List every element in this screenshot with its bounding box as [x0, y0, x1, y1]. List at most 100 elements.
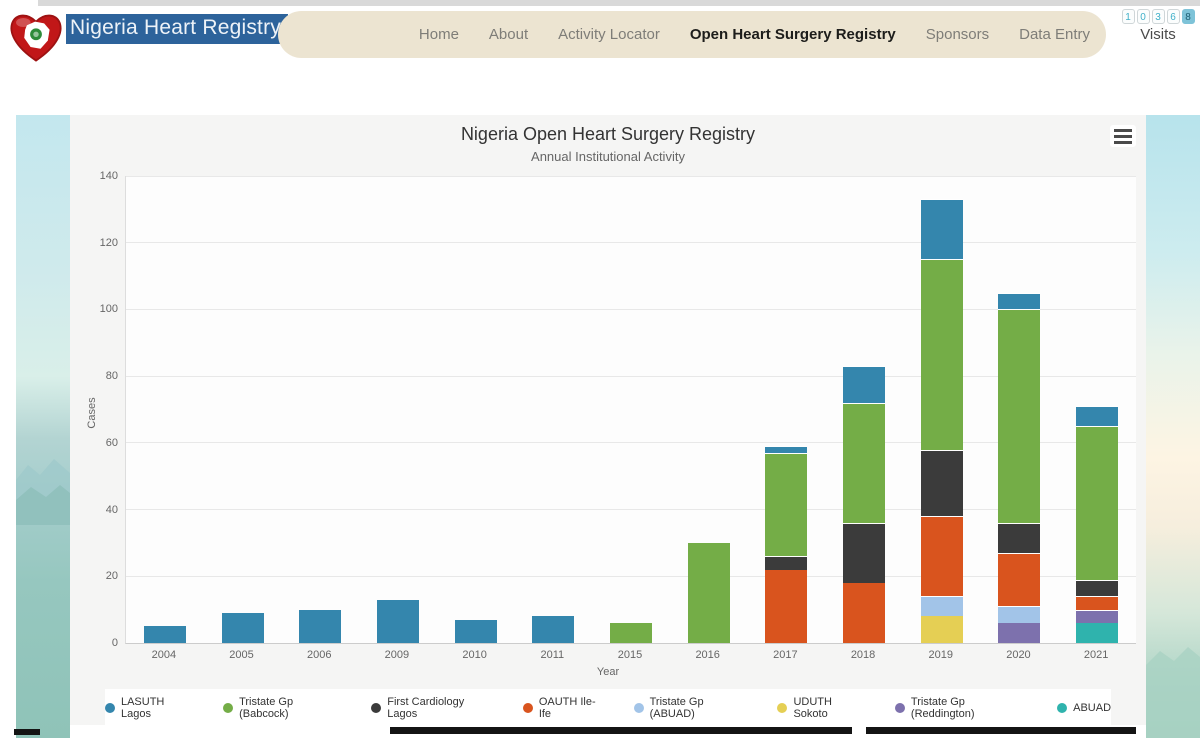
bar-segment: [610, 623, 652, 643]
legend-dot: [633, 703, 644, 713]
visit-digit: 0: [1136, 9, 1150, 24]
background-landscape-right: [1146, 115, 1200, 738]
mountain-silhouette: [16, 459, 70, 525]
bar-segment: [532, 616, 575, 643]
bar-segment: [920, 616, 963, 643]
x-tick-label: 2004: [151, 649, 177, 661]
chart-title: Nigeria Open Heart Surgery Registry: [460, 124, 756, 144]
visit-counter-label: Visits: [1140, 26, 1176, 43]
x-tick-label: 2009: [384, 649, 410, 661]
y-tick-label: 80: [105, 370, 118, 383]
legend-label: ABUAD: [1073, 702, 1112, 714]
bar-segment: [765, 446, 808, 453]
gridline: [126, 242, 1136, 244]
mountain-silhouette: [1146, 647, 1200, 738]
bar-segment: [765, 452, 808, 557]
bar-segment: [376, 599, 419, 643]
nav-item-open-heart-surgery-registry[interactable]: Open Heart Surgery Registry: [689, 26, 896, 43]
chart-subtitle: Annual Institutional Activity: [531, 149, 685, 164]
y-tick-label: 120: [99, 236, 118, 249]
nav-item-home[interactable]: Home: [418, 26, 459, 43]
bar-segment: [920, 259, 963, 450]
legend-dot: [371, 703, 382, 713]
nav-item-data-entry[interactable]: Data Entry: [1019, 26, 1090, 43]
bar-segment: [1076, 426, 1119, 580]
y-tick-label: 0: [111, 637, 118, 649]
bar-segment: [920, 449, 963, 517]
bottom-bar-right: [866, 727, 1136, 734]
y-tick-label: 40: [105, 503, 118, 516]
gridline: [126, 375, 1136, 377]
x-tick-label: 2005: [229, 649, 254, 661]
x-tick-label: 2018: [850, 649, 876, 661]
legend-item-first-cardiology-lagos[interactable]: First Cardiology Lagos: [371, 696, 497, 720]
legend-item-tristate-gp-abuad-[interactable]: Tristate Gp (ABUAD): [633, 696, 752, 720]
y-tick-label: 20: [105, 570, 118, 583]
visit-digit: 6: [1166, 9, 1180, 24]
legend-label: Tristate Gp (ABUAD): [649, 696, 704, 720]
bar-segment: [1076, 579, 1119, 597]
legend-item-oauth-ile-ife[interactable]: OAUTH Ile-Ife: [522, 696, 608, 720]
bar-segment: [1076, 609, 1119, 623]
visit-digit: 1: [1121, 9, 1135, 24]
legend-item-abuad[interactable]: ABUAD: [1057, 702, 1111, 714]
legend-dot: [777, 703, 788, 713]
chart-legend: LASUTH Lagos Tristate Gp (Babcock) First C…: [105, 689, 1111, 727]
nav-item-about[interactable]: About: [488, 26, 529, 43]
plot-area: 0 20 40 60 80 100 120 140: [100, 170, 1136, 649]
bar-segment: [1076, 406, 1119, 427]
bar-segment: [765, 556, 808, 570]
site-header: Nigeria Heart Registry Home About Activity…: [0, 6, 1200, 112]
nav-item-activity-locator[interactable]: Activity Locator: [558, 26, 660, 43]
bar-segment: [843, 522, 886, 583]
bar-segment: [920, 596, 963, 617]
y-tick-label: 140: [99, 170, 118, 182]
bar-segment: [843, 366, 886, 403]
legend-label: Tristate Gp (Babcock): [239, 696, 294, 720]
bottom-bar-left: [14, 729, 40, 735]
legend-dot: [223, 703, 234, 713]
x-axis: 2004 2005 2006 2009 2010 2011 2015 2016 2017 2018…: [125, 649, 1135, 663]
bar-segment: [920, 516, 963, 597]
bar-segment: [687, 542, 730, 643]
y-tick-label: 60: [105, 436, 118, 449]
bar-segment: [454, 619, 497, 643]
site-title[interactable]: Nigeria Heart Registry: [66, 14, 288, 44]
legend-item-tristate-gp-babcock-[interactable]: Tristate Gp (Babcock): [223, 696, 345, 720]
x-tick-label: 2020: [1006, 649, 1031, 661]
x-tick-label: 2015: [617, 649, 643, 661]
legend-item-tristate-gp-reddington-[interactable]: Tristate Gp (Reddington): [894, 696, 1031, 720]
y-tick-label: 100: [99, 303, 118, 316]
chart-menu-icon[interactable]: [1110, 125, 1136, 147]
bar-segment: [998, 606, 1041, 623]
bar-segment: [843, 402, 886, 523]
nav-item-sponsors[interactable]: Sponsors: [925, 26, 990, 43]
bar-segment: [998, 552, 1041, 607]
gridline: [126, 308, 1136, 310]
bar-segment: [765, 569, 808, 643]
legend-dot: [894, 703, 905, 713]
background-landscape-left: [16, 115, 70, 738]
x-tick-label: 2021: [1083, 649, 1109, 661]
gridline: [126, 575, 1136, 577]
legend-dot: [1057, 703, 1068, 713]
bar-segment: [843, 582, 886, 643]
x-axis-title: Year: [596, 666, 620, 678]
browser-edge-strip: [38, 0, 1200, 6]
heart-registry-logo[interactable]: [7, 8, 65, 66]
gridline: [126, 509, 1136, 511]
legend-label: LASUTH Lagos: [120, 696, 165, 720]
bar-segment: [299, 609, 342, 643]
x-tick-label: 2016: [695, 649, 720, 661]
x-tick-label: 2010: [462, 649, 487, 661]
x-tick-label: 2017: [773, 649, 798, 661]
bar-segment: [998, 623, 1041, 643]
main-nav: Home About Activity Locator Open Heart Surg…: [278, 11, 1106, 58]
bar-segment: [1076, 596, 1119, 610]
legend-item-lasuth-lagos[interactable]: LASUTH Lagos: [105, 696, 197, 720]
legend-item-uduth-sokoto[interactable]: UDUTH Sokoto: [777, 696, 868, 720]
chart-panel: Nigeria Open Heart Surgery Registry Annu…: [70, 115, 1146, 727]
bottom-bar-middle: [390, 727, 852, 734]
